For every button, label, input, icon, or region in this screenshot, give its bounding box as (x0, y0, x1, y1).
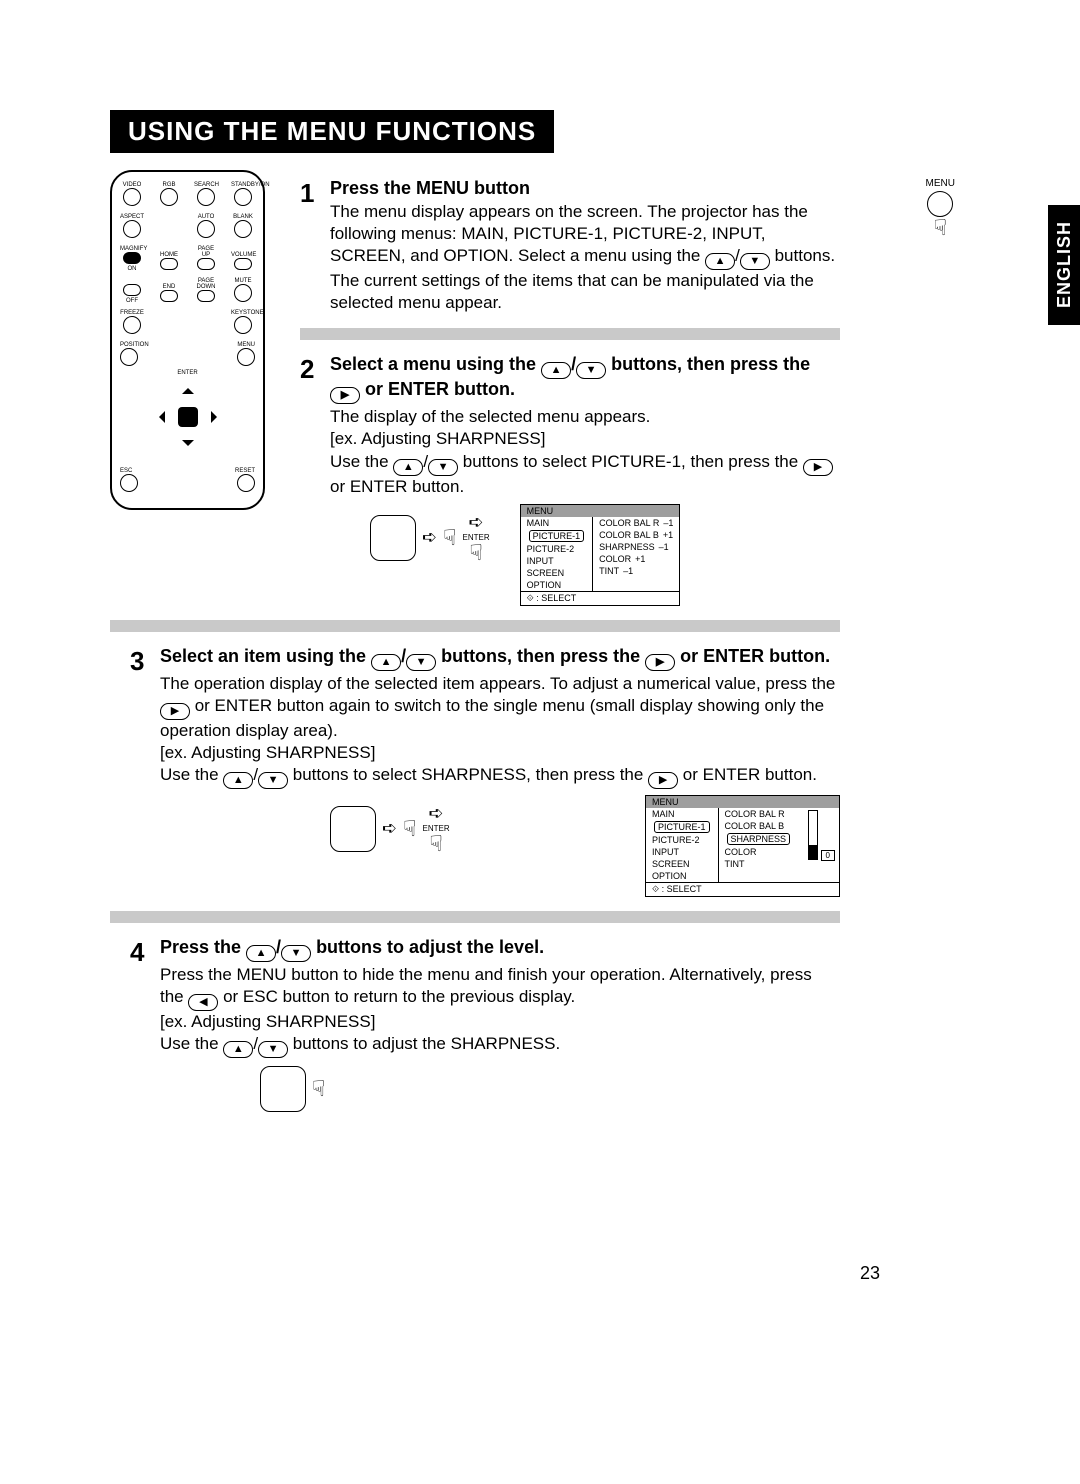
step4-figure: ☟ (260, 1066, 325, 1112)
down-icon (258, 1041, 288, 1058)
step3-figure: ➪ ☟ ➪ ENTER ☟ MENU MAIN PICTU (160, 795, 840, 897)
right-icon (330, 387, 360, 404)
page: ENGLISH USING THE MENU FUNCTIONS VIDEO R… (0, 0, 1080, 1484)
right-icon (160, 703, 190, 720)
step-number: 4 (130, 937, 144, 968)
down-icon (428, 459, 458, 476)
hand-icon: ☟ (312, 1078, 325, 1100)
step-number: 1 (300, 178, 314, 209)
step-1: 1 Press the MENU button The menu display… (110, 178, 840, 314)
step-number: 2 (300, 354, 314, 385)
content: USING THE MENU FUNCTIONS VIDEO RGB SEARC… (110, 110, 840, 1131)
dpad-icon (260, 1066, 306, 1112)
menu-press-illustration: MENU ☟ (926, 178, 955, 239)
hand-icon: ☟ (926, 217, 955, 239)
up-icon (223, 1041, 253, 1058)
arrow-icon: ➪ (422, 527, 437, 548)
step-2: 2 Select a menu using the / buttons, the… (110, 354, 840, 605)
level-bar (808, 810, 818, 860)
dpad-icon (330, 806, 376, 852)
up-icon (246, 945, 276, 962)
left-icon (188, 994, 218, 1011)
step-text: The menu display appears on the screen. … (330, 201, 840, 314)
step-text: The operation display of the selected it… (160, 673, 840, 789)
down-icon (281, 945, 311, 962)
language-tab: ENGLISH (1048, 205, 1080, 325)
up-icon (541, 362, 571, 379)
arrow-icon: ➪ (469, 512, 484, 533)
menu-table: MENU MAIN PICTURE-1 PICTURE-2 INPUT SCRE… (520, 504, 681, 606)
hand-icon: ☟ (443, 527, 456, 549)
step-text: Press the MENU button to hide the menu a… (160, 964, 840, 1058)
step2-figure: ➪ ☟ ➪ ENTER ☟ MENU MAIN PICTU (330, 504, 840, 606)
step-title: Press the MENU button (330, 178, 840, 199)
hand-icon: ☟ (429, 833, 442, 855)
step-number: 3 (130, 646, 144, 677)
right-icon (645, 654, 675, 671)
step-title: Select a menu using the / buttons, then … (330, 354, 840, 404)
separator (300, 328, 840, 340)
menu-table: MENU MAIN PICTURE-1 PICTURE-2 INPUT SCRE… (645, 795, 840, 897)
step-title: Press the / buttons to adjust the level. (160, 937, 840, 962)
up-icon (705, 253, 735, 270)
arrow-icon: ➪ (429, 803, 444, 824)
dpad-icon (370, 515, 416, 561)
down-icon (740, 253, 770, 270)
down-icon (576, 362, 606, 379)
separator (110, 911, 840, 923)
up-icon (223, 772, 253, 789)
up-icon (393, 459, 423, 476)
down-icon (406, 654, 436, 671)
step-title: Select an item using the / buttons, then… (160, 646, 840, 671)
step-4: 4 Press the / buttons to adjust the leve… (110, 937, 840, 1117)
down-icon (258, 772, 288, 789)
arrow-icon: ➪ (382, 818, 397, 839)
separator (110, 620, 840, 632)
section-title: USING THE MENU FUNCTIONS (110, 110, 554, 153)
page-number: 23 (860, 1263, 880, 1284)
step-text: The display of the selected menu appears… (330, 406, 840, 497)
step-3: 3 Select an item using the / buttons, th… (110, 646, 840, 897)
hand-icon: ☟ (403, 818, 416, 840)
hand-icon: ☟ (469, 542, 482, 564)
right-icon (803, 459, 833, 476)
right-icon (648, 772, 678, 789)
up-icon (371, 654, 401, 671)
language-tab-label: ENGLISH (1054, 221, 1075, 308)
